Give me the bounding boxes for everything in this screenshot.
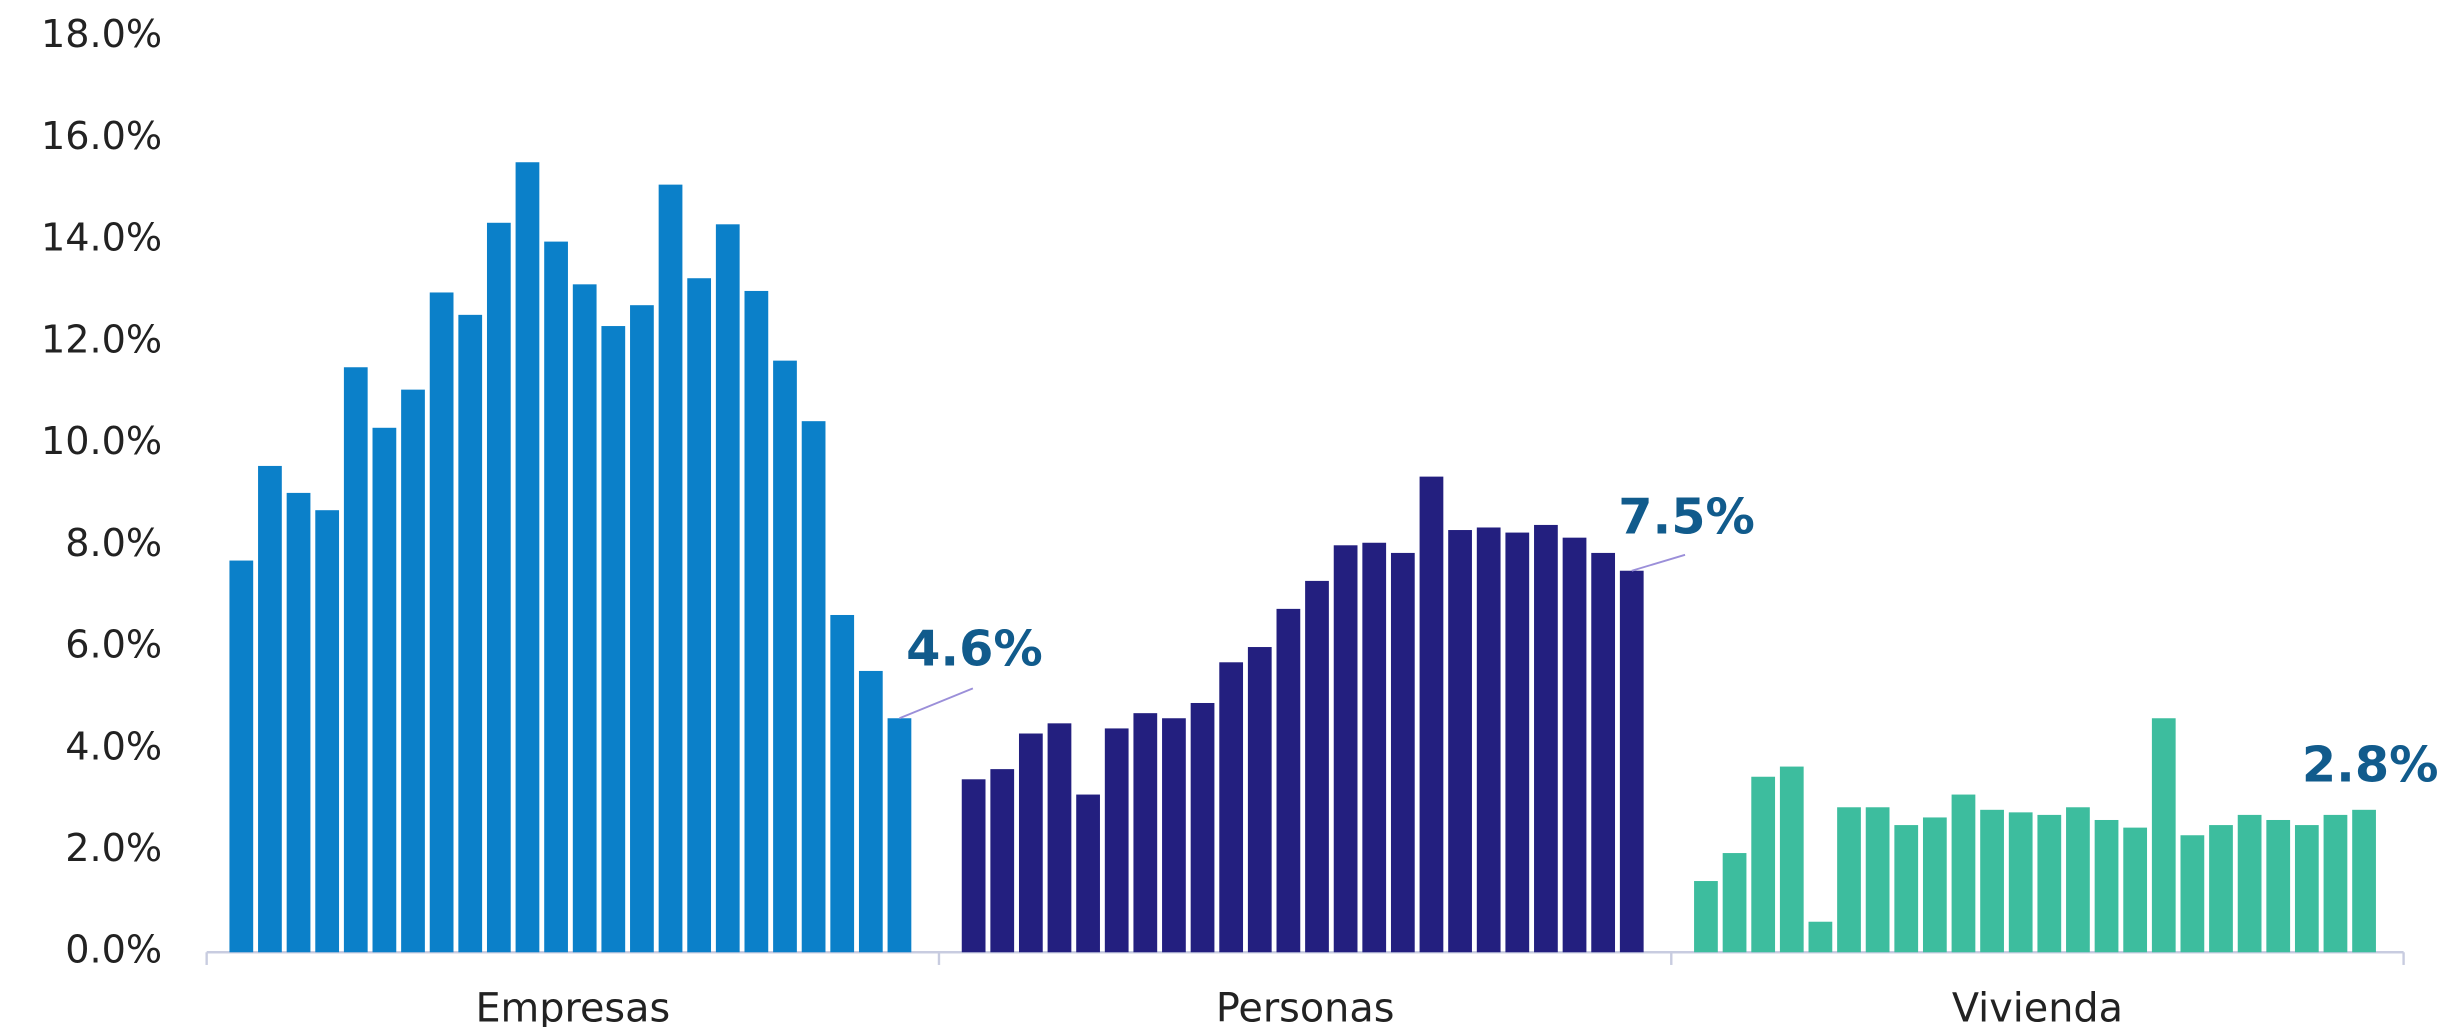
- bar: [401, 389, 425, 953]
- y-tick-label: 12.0%: [41, 317, 162, 361]
- bar: [658, 184, 683, 953]
- bar: [1534, 524, 1558, 953]
- bar: [1305, 580, 1329, 953]
- y-tick-label: 2.0%: [65, 826, 162, 870]
- bar: [1951, 794, 1976, 953]
- bar: [1448, 530, 1472, 953]
- bar: [1333, 545, 1358, 953]
- bar: [2237, 814, 2262, 953]
- y-tick-label: 16.0%: [41, 114, 162, 158]
- bar: [715, 224, 740, 953]
- bar: [744, 290, 769, 953]
- bar: [1505, 532, 1530, 953]
- bar: [1476, 527, 1501, 953]
- bar: [515, 162, 540, 953]
- annotation: 2.8%: [2302, 735, 2439, 793]
- bar: [1619, 570, 1644, 953]
- y-tick-label: 6.0%: [65, 623, 162, 667]
- bar: [2323, 814, 2348, 953]
- bar: [229, 560, 254, 953]
- bar: [315, 510, 340, 953]
- bar: [429, 292, 454, 953]
- bar: [544, 241, 568, 953]
- bar: [2180, 835, 2205, 953]
- bar: [1276, 608, 1301, 953]
- x-tick-label: Vivienda: [1952, 986, 2123, 1027]
- bar: [2151, 718, 2176, 953]
- bar: [1694, 881, 1718, 953]
- bar: [2037, 814, 2062, 953]
- bar: [687, 278, 712, 953]
- bar: [830, 614, 855, 953]
- bar: [1808, 921, 1833, 953]
- bar: [1162, 718, 1186, 953]
- bar: [1922, 817, 1947, 953]
- bar: [486, 222, 511, 953]
- bar: [601, 326, 626, 953]
- bar: [1133, 713, 1158, 953]
- annotation-leader: [899, 687, 974, 720]
- bar: [1104, 728, 1129, 953]
- bar: [990, 769, 1015, 953]
- bar: [1591, 552, 1616, 953]
- bar: [801, 421, 826, 953]
- bar: [961, 779, 986, 953]
- y-tick-label: 4.0%: [65, 724, 162, 768]
- bar: [1419, 476, 1444, 953]
- bar: [2209, 825, 2233, 953]
- y-tick-label: 0.0%: [65, 928, 162, 972]
- x-tick-label: Empresas: [475, 986, 670, 1027]
- annotation-leader: [1631, 553, 1686, 572]
- bar: [1894, 825, 1919, 953]
- bar: [1362, 542, 1387, 953]
- bar: [887, 718, 912, 953]
- bar: [858, 670, 883, 953]
- bar: [630, 305, 654, 953]
- bar: [1247, 647, 1272, 953]
- bar: [1751, 776, 1776, 953]
- bar: [1390, 552, 1415, 953]
- bar: [372, 427, 397, 953]
- y-tick-label: 18.0%: [41, 12, 162, 56]
- bar: [1722, 853, 1747, 953]
- bar: [1190, 702, 1215, 953]
- bar: [2266, 819, 2291, 953]
- bar: [2294, 825, 2319, 953]
- bar: [1980, 809, 2004, 953]
- annotation: 4.6%: [906, 619, 1043, 677]
- bar: [1865, 807, 1890, 953]
- bar: [773, 360, 797, 953]
- bar: [286, 492, 311, 953]
- y-tick-label: 10.0%: [41, 419, 162, 463]
- bar: [1047, 723, 1072, 953]
- bar: [1837, 807, 1861, 953]
- x-tick-label: Personas: [1216, 986, 1395, 1027]
- bar: [1219, 662, 1244, 953]
- bar: [1076, 794, 1100, 953]
- bar: [2008, 812, 2033, 953]
- bar: [2352, 809, 2376, 953]
- bar: [2066, 807, 2090, 953]
- bar: [2123, 827, 2148, 953]
- bar: [1562, 537, 1587, 953]
- bar: [458, 314, 483, 953]
- y-tick-label: 8.0%: [65, 521, 162, 565]
- bar: [572, 284, 597, 953]
- bar: [2094, 819, 2119, 953]
- bar: [1018, 733, 1043, 953]
- y-tick-label: 14.0%: [41, 216, 162, 260]
- bar: [343, 367, 368, 953]
- annotation: 7.5%: [1618, 487, 1755, 545]
- bar: [258, 465, 282, 953]
- bar: [1779, 766, 1804, 953]
